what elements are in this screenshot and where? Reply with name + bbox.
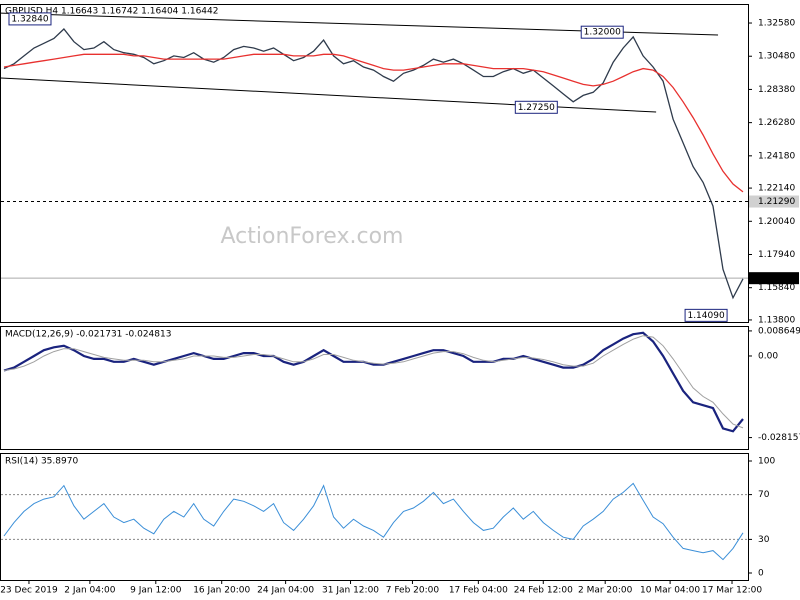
y-tick-label: 1.26280 (758, 118, 795, 128)
price-frame (0, 4, 749, 323)
x-tick-label: 9 Jan 12:00 (130, 586, 182, 596)
y-tick-label: 1.20040 (758, 217, 795, 227)
price-label-box (749, 195, 799, 208)
annotation-box (8, 12, 52, 26)
series-line (3, 28, 744, 300)
x-tick-label: 31 Jan 12:00 (322, 586, 379, 596)
macd-frame (0, 326, 749, 450)
annotation-box (684, 308, 728, 322)
annotation-label: 1.27250 (518, 103, 555, 113)
series-line (3, 482, 744, 561)
series-line (3, 53, 744, 193)
price-title: GBPUSD,H4 1.16643 1.16742 1.16404 1.1644… (5, 7, 218, 17)
price-label: 1.16442 (758, 274, 795, 284)
y-tick-label: 1.15840 (758, 283, 795, 293)
x-tick-label: 17 Mar 12:00 (702, 586, 762, 596)
macd-title: MACD(12,26,9) -0.021731 -0.024813 (5, 330, 171, 340)
annotation-label: 1.32840 (11, 14, 48, 24)
series-line (3, 331, 744, 433)
rsi-frame (0, 453, 749, 581)
price-label: 1.21290 (758, 197, 795, 207)
y-tick-label: 1.30480 (758, 52, 795, 62)
y-tick-label: 100 (758, 457, 775, 467)
rsi-title: RSI(14) 35.8970 (5, 457, 78, 467)
x-tick-label: 16 Jan 20:00 (193, 586, 250, 596)
annotation-label: 1.14090 (687, 311, 724, 321)
x-tick-label: 24 Feb 12:00 (514, 586, 573, 596)
y-tick-label: 0.00 (758, 351, 778, 361)
annotation-box (514, 100, 558, 114)
y-tick-label: 1.28380 (758, 85, 795, 95)
x-tick-label: 7 Feb 20:00 (386, 586, 440, 596)
x-tick-label: 24 Jan 04:00 (257, 586, 314, 596)
y-tick-label: 1.13800 (758, 315, 795, 325)
x-tick-label: 2 Mar 20:00 (578, 586, 633, 596)
annotation-box (580, 25, 624, 39)
y-tick-label: 0.008649 (758, 326, 800, 336)
price-label-box (749, 272, 799, 285)
annotation-label: 1.32000 (584, 28, 621, 38)
y-tick-label: 0 (758, 569, 764, 579)
x-tick-label: 23 Dec 2019 (0, 586, 58, 596)
y-tick-label: -0.028157 (758, 433, 800, 443)
y-tick-label: 1.17940 (758, 250, 795, 260)
y-tick-label: 30 (758, 535, 770, 545)
x-tick-label: 2 Jan 04:00 (64, 586, 116, 596)
y-tick-label: 1.32580 (758, 19, 795, 29)
watermark: ActionForex.com (221, 224, 404, 249)
y-tick-label: 1.24180 (758, 151, 795, 161)
y-tick-label: 70 (758, 490, 770, 500)
y-tick-label: 1.22140 (758, 184, 795, 194)
series-line (3, 335, 744, 429)
x-tick-label: 10 Mar 04:00 (640, 586, 700, 596)
x-tick-label: 17 Feb 04:00 (449, 586, 508, 596)
